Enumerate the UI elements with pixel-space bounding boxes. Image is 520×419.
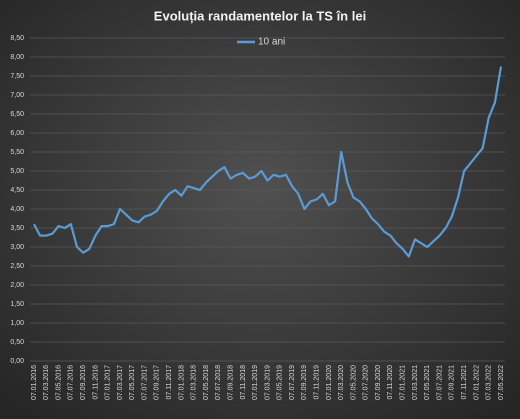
x-tick-label: 07.05.2016 (55, 365, 62, 400)
x-tick-label: 07.11.2016 (92, 365, 99, 400)
x-tick-label: 07.03.2016 (43, 365, 50, 400)
x-tick-label: 07.09.2016 (80, 365, 87, 400)
x-tick-label: 07.03.2017 (117, 365, 124, 400)
data-line (33, 66, 503, 258)
x-tick-label: 07.03.2018 (191, 365, 198, 400)
x-tick-label: 07.01.2019 (252, 365, 259, 400)
x-tick-label: 07.03.2019 (264, 365, 271, 400)
x-tick-label: 07.01.2022 (473, 365, 480, 400)
y-tick-label: 5,00 (10, 168, 24, 175)
y-tick-label: 2,00 (10, 282, 24, 289)
y-tick-label: 1,50 (10, 301, 24, 308)
x-tick-label: 07.11.2020 (387, 365, 394, 400)
y-tick-label: 8,00 (10, 54, 24, 61)
y-tick-label: 7,50 (10, 73, 24, 80)
x-tick-label: 07.11.2017 (166, 365, 173, 400)
legend-label: 10 ani (258, 37, 285, 48)
y-tick-label: 8,50 (10, 35, 24, 42)
x-tick-label: 07.09.2021 (449, 365, 456, 400)
chart-title: Evoluția randamentelor la TS în lei (154, 8, 366, 23)
y-tick-label: 1,00 (10, 320, 24, 327)
x-tick-label: 07.01.2017 (105, 365, 112, 400)
x-tick-label: 07.01.2016 (31, 365, 38, 400)
x-tick-label: 07.07.2017 (141, 365, 148, 400)
x-tick-label: 07.07.2020 (363, 365, 370, 400)
y-tick-label: 2,50 (10, 263, 24, 270)
y-tick-label: 6,00 (10, 130, 24, 137)
x-tick-label: 07.01.2021 (400, 365, 407, 400)
x-tick-label: 07.07.2021 (436, 365, 443, 400)
x-tick-label: 07.09.2020 (375, 365, 382, 400)
x-tick-label: 07.09.2017 (154, 365, 161, 400)
x-tick-label: 07.09.2019 (301, 365, 308, 400)
y-tick-label: 0,50 (10, 339, 24, 346)
x-tick-label: 07.05.2021 (424, 365, 431, 400)
x-tick-label: 07.01.2018 (178, 365, 185, 400)
y-tick-label: 6,50 (10, 111, 24, 118)
x-tick-label: 07.07.2016 (68, 365, 75, 400)
x-tick-label: 07.05.2019 (277, 365, 284, 400)
x-tick-label: 07.09.2018 (227, 365, 234, 400)
x-tick-label: 07.11.2021 (461, 365, 468, 400)
y-tick-label: 4,00 (10, 206, 24, 213)
x-tick-label: 07.03.2020 (338, 365, 345, 400)
x-tick-label: 07.03.2021 (412, 365, 419, 400)
x-tick-label: 07.03.2022 (486, 365, 493, 400)
y-tick-label: 0,00 (10, 358, 24, 365)
x-tick-label: 07.07.2019 (289, 365, 296, 400)
y-tick-label: 7,00 (10, 92, 24, 99)
y-tick-label: 3,50 (10, 225, 24, 232)
y-tick-label: 3,00 (10, 244, 24, 251)
x-tick-label: 07.01.2020 (326, 365, 333, 400)
x-tick-label: 07.05.2020 (350, 365, 357, 400)
x-tick-label: 07.07.2018 (215, 365, 222, 400)
x-tick-label: 07.11.2018 (240, 365, 247, 400)
y-tick-label: 4,50 (10, 187, 24, 194)
y-tick-label: 5,50 (10, 149, 24, 156)
x-tick-label: 07.05.2018 (203, 365, 210, 400)
x-tick-label: 07.05.2017 (129, 365, 136, 400)
x-tick-label: 07.11.2019 (314, 365, 321, 400)
x-tick-label: 07.05.2022 (498, 365, 505, 400)
